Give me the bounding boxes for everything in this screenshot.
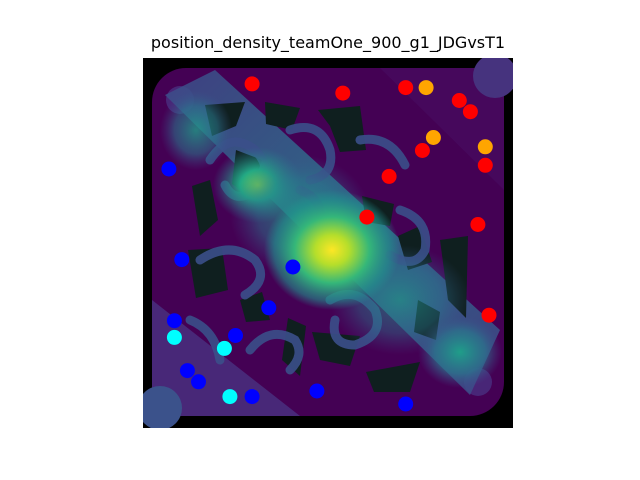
red-point-10 bbox=[470, 217, 486, 232]
chart-title: position_density_teamOne_900_g1_JDGvsT1 bbox=[150, 33, 506, 52]
orange-point-2 bbox=[425, 130, 441, 145]
heatmap-background bbox=[143, 58, 513, 428]
blue-point-5 bbox=[166, 313, 182, 329]
orange-point-1 bbox=[418, 80, 434, 96]
blue-point-1 bbox=[161, 161, 177, 177]
scatter-points bbox=[161, 76, 497, 412]
red-point-4 bbox=[451, 93, 467, 108]
cyan-point-3 bbox=[222, 389, 238, 405]
blue-point-10 bbox=[309, 383, 325, 399]
cyan-point-1 bbox=[166, 329, 182, 345]
blue-point-4 bbox=[261, 300, 277, 316]
blue-point-8 bbox=[191, 374, 206, 390]
blue-point-3 bbox=[285, 259, 301, 275]
red-point-5 bbox=[462, 104, 478, 120]
red-point-1 bbox=[244, 76, 260, 92]
blue-point-7 bbox=[179, 363, 195, 379]
red-point-3 bbox=[398, 80, 414, 96]
blue-point-2 bbox=[174, 252, 190, 268]
blue-point-6 bbox=[228, 328, 243, 343]
red-point-9 bbox=[359, 209, 375, 225]
blue-point-9 bbox=[244, 389, 260, 405]
red-point-11 bbox=[481, 307, 497, 323]
cyan-point-2 bbox=[216, 340, 232, 356]
red-point-6 bbox=[414, 143, 430, 158]
red-point-2 bbox=[335, 85, 351, 101]
orange-point-3 bbox=[477, 139, 493, 155]
red-point-7 bbox=[477, 157, 493, 173]
blue-point-11 bbox=[398, 396, 414, 412]
red-point-8 bbox=[381, 168, 397, 184]
